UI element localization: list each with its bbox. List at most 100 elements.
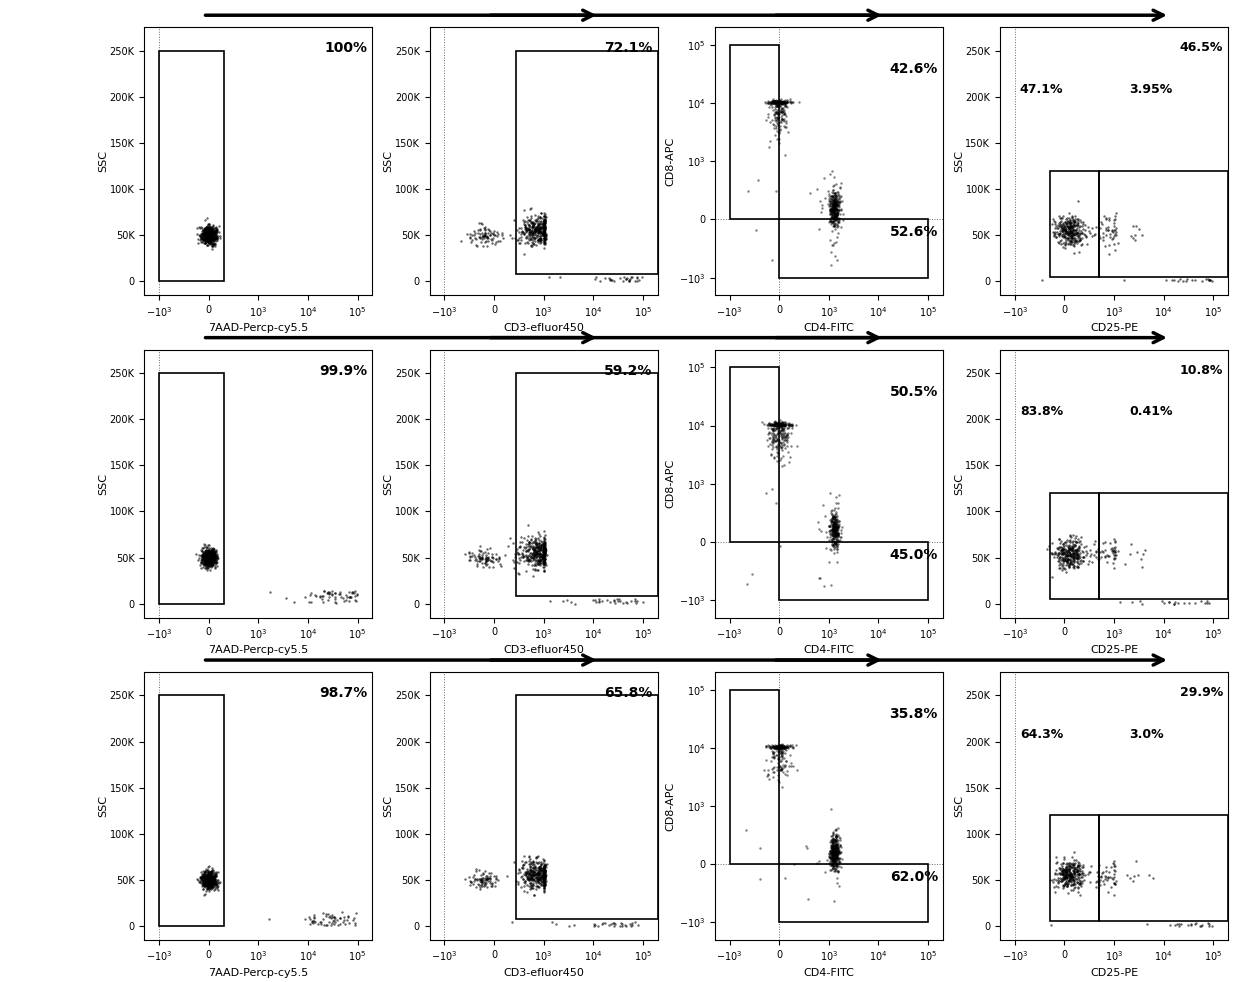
Point <box>200 235 219 250</box>
Point <box>1059 856 1079 872</box>
Point <box>1076 545 1096 561</box>
Point <box>771 435 791 451</box>
Point <box>759 738 779 754</box>
Point <box>1054 561 1074 576</box>
Point <box>200 547 219 563</box>
Point <box>821 216 841 232</box>
Point <box>486 875 506 891</box>
Point <box>200 879 219 895</box>
Point <box>1063 527 1083 543</box>
Point <box>763 93 782 109</box>
Point <box>823 211 843 227</box>
Point <box>518 557 538 573</box>
Point <box>203 876 223 892</box>
Point <box>1064 856 1084 872</box>
Point <box>773 737 792 753</box>
Point <box>532 547 552 563</box>
Point <box>525 230 544 246</box>
Point <box>826 206 846 222</box>
Point <box>198 877 218 893</box>
Point <box>202 549 222 565</box>
Point <box>774 93 794 109</box>
Point <box>197 870 217 886</box>
Point <box>523 872 543 888</box>
Point <box>202 226 222 242</box>
Point <box>771 739 791 755</box>
Point <box>826 198 846 214</box>
Point <box>191 226 211 242</box>
Point <box>460 549 480 565</box>
Point <box>827 554 847 570</box>
Point <box>516 220 536 236</box>
Point <box>200 226 219 242</box>
Point <box>201 870 221 886</box>
Point <box>528 872 548 888</box>
Point <box>195 872 215 888</box>
Point <box>534 226 554 242</box>
Point <box>522 870 542 886</box>
Point <box>198 550 218 566</box>
Point <box>1063 233 1083 248</box>
Point <box>761 753 781 769</box>
Point <box>531 220 551 236</box>
Point <box>773 748 792 764</box>
Point <box>513 848 533 864</box>
Point <box>826 195 846 211</box>
Point <box>534 523 554 539</box>
Point <box>198 219 218 235</box>
Point <box>825 539 844 555</box>
Point <box>1054 217 1074 233</box>
Point <box>1195 595 1215 611</box>
Point <box>1063 549 1083 565</box>
Point <box>198 876 218 892</box>
Point <box>205 554 224 570</box>
Point <box>195 557 215 573</box>
Point <box>1053 865 1073 881</box>
Point <box>195 223 215 239</box>
Point <box>197 550 217 566</box>
Point <box>471 543 491 559</box>
Point <box>200 864 219 880</box>
Point <box>773 744 792 760</box>
Point <box>821 843 841 858</box>
Point <box>768 739 787 755</box>
Point <box>200 231 219 246</box>
Point <box>541 593 560 609</box>
Point <box>825 832 844 847</box>
Point <box>823 850 843 866</box>
Point <box>196 551 216 567</box>
Point <box>771 91 791 107</box>
Point <box>475 544 495 560</box>
Point <box>766 417 786 433</box>
Point <box>487 553 507 569</box>
Point <box>822 841 842 856</box>
Point <box>470 543 490 559</box>
Point <box>831 859 851 875</box>
Point <box>193 865 213 881</box>
Point <box>528 556 548 572</box>
Point <box>1069 540 1089 556</box>
Point <box>533 874 553 890</box>
Point <box>340 593 360 609</box>
Point <box>1116 556 1136 572</box>
Point <box>534 542 554 558</box>
Point <box>534 867 554 883</box>
Point <box>823 521 843 537</box>
Point <box>769 106 789 122</box>
Point <box>476 871 496 887</box>
Point <box>207 223 227 239</box>
Point <box>768 739 787 755</box>
Point <box>196 543 216 559</box>
Point <box>797 841 817 856</box>
Point <box>206 546 226 562</box>
Point <box>766 416 786 432</box>
Point <box>193 868 213 884</box>
Point <box>825 847 844 863</box>
Point <box>773 415 792 431</box>
Point <box>826 211 846 227</box>
Point <box>197 546 217 562</box>
Point <box>529 553 549 569</box>
Point <box>522 228 542 244</box>
Point <box>1065 545 1085 561</box>
Point <box>198 870 218 886</box>
